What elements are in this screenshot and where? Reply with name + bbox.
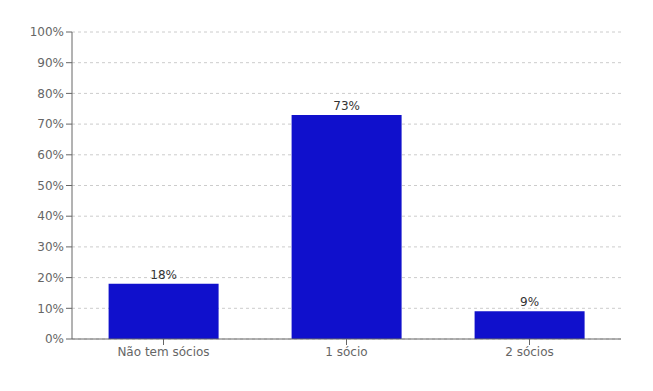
svg-text:2 sócios: 2 sócios — [505, 345, 554, 359]
svg-text:0%: 0% — [45, 332, 64, 346]
svg-text:100%: 100% — [30, 25, 64, 39]
svg-text:1 sócio: 1 sócio — [325, 345, 367, 359]
svg-text:30%: 30% — [37, 240, 64, 254]
svg-text:73%: 73% — [333, 99, 360, 113]
svg-text:20%: 20% — [37, 271, 64, 285]
svg-text:9%: 9% — [520, 295, 539, 309]
svg-text:50%: 50% — [37, 179, 64, 193]
svg-text:10%: 10% — [37, 302, 64, 316]
svg-text:Não tem sócios: Não tem sócios — [117, 345, 209, 359]
svg-text:90%: 90% — [37, 56, 64, 70]
svg-text:18%: 18% — [150, 268, 177, 282]
svg-text:70%: 70% — [37, 117, 64, 131]
svg-text:60%: 60% — [37, 148, 64, 162]
svg-text:40%: 40% — [37, 209, 64, 223]
svg-text:80%: 80% — [37, 87, 64, 101]
